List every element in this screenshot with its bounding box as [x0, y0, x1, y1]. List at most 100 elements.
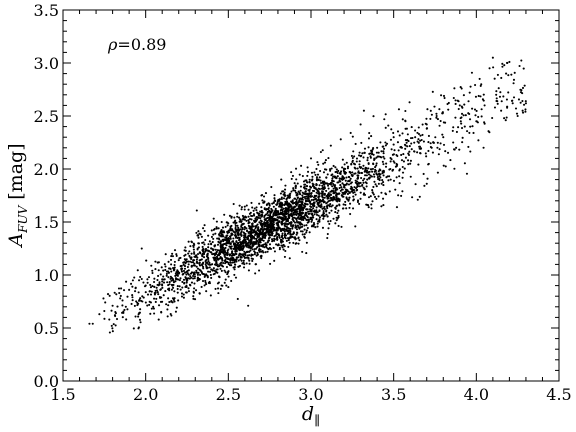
- data-point: [398, 134, 401, 137]
- data-point: [358, 202, 361, 205]
- data-point: [220, 220, 223, 224]
- data-point: [382, 184, 385, 187]
- data-point: [501, 65, 504, 68]
- data-point: [260, 220, 263, 223]
- data-point: [212, 256, 215, 259]
- data-point: [303, 224, 306, 227]
- data-point: [329, 144, 332, 147]
- data-point: [315, 194, 318, 197]
- data-point: [187, 263, 190, 266]
- data-point: [309, 194, 312, 198]
- data-point: [289, 208, 292, 211]
- data-point: [196, 248, 199, 251]
- data-point: [119, 297, 122, 300]
- data-point: [149, 293, 153, 296]
- y-tick-label: 3.0: [34, 54, 59, 73]
- data-point: [154, 268, 157, 271]
- data-point: [270, 222, 273, 225]
- data-point: [283, 191, 286, 194]
- data-point: [292, 206, 295, 209]
- data-point: [295, 213, 298, 217]
- data-point: [298, 210, 301, 213]
- data-point: [175, 274, 178, 277]
- data-point: [193, 273, 196, 276]
- data-point: [301, 225, 304, 228]
- data-point: [351, 135, 354, 138]
- data-point: [226, 241, 229, 244]
- data-point: [404, 120, 407, 123]
- data-point: [247, 231, 250, 234]
- data-point: [210, 229, 213, 232]
- data-point: [277, 211, 280, 214]
- data-point: [417, 138, 420, 141]
- data-point: [235, 250, 238, 253]
- data-point: [242, 222, 245, 225]
- data-point: [197, 236, 200, 239]
- data-point: [306, 199, 309, 203]
- data-point: [475, 109, 478, 112]
- data-point: [301, 200, 304, 204]
- data-point: [240, 225, 243, 228]
- data-point: [316, 222, 319, 225]
- data-point: [236, 242, 239, 245]
- data-point: [272, 201, 275, 204]
- data-point: [454, 116, 457, 119]
- data-point: [262, 239, 265, 242]
- data-point: [264, 236, 267, 240]
- data-point: [153, 285, 156, 288]
- data-point: [330, 209, 333, 212]
- data-point: [190, 261, 193, 264]
- data-point: [313, 171, 316, 174]
- data-point: [335, 219, 338, 222]
- data-point: [299, 209, 303, 212]
- data-point: [288, 221, 291, 225]
- y-tick-label: 3.5: [34, 1, 59, 20]
- data-point: [499, 91, 502, 94]
- data-point: [235, 221, 238, 224]
- data-point: [131, 279, 134, 282]
- data-point: [305, 229, 308, 232]
- data-point: [301, 194, 304, 197]
- data-point: [300, 164, 303, 167]
- data-point: [286, 194, 289, 197]
- data-point: [148, 300, 151, 303]
- data-point: [235, 256, 238, 259]
- data-point: [218, 275, 221, 278]
- data-point: [482, 99, 485, 102]
- data-point: [237, 256, 240, 259]
- data-point: [297, 242, 300, 245]
- data-point: [91, 322, 94, 325]
- data-point: [172, 279, 175, 282]
- data-point: [352, 207, 355, 210]
- data-point: [298, 173, 301, 176]
- data-point: [396, 141, 400, 144]
- data-point: [255, 237, 258, 240]
- data-point: [344, 167, 347, 170]
- data-point: [171, 301, 174, 304]
- data-point: [323, 200, 326, 203]
- data-point: [382, 174, 385, 177]
- data-point: [196, 267, 200, 270]
- data-point: [377, 195, 380, 198]
- data-point: [342, 203, 345, 206]
- data-point: [276, 238, 279, 241]
- data-point: [334, 191, 337, 194]
- data-point: [317, 163, 320, 166]
- data-point: [212, 248, 215, 251]
- data-point: [126, 308, 129, 311]
- data-point: [296, 193, 299, 196]
- data-point: [322, 162, 325, 165]
- data-point: [137, 291, 140, 294]
- x-axis-label: d∥: [302, 403, 320, 429]
- data-point: [417, 163, 420, 166]
- data-point: [277, 233, 280, 236]
- data-point: [210, 243, 213, 246]
- data-point: [234, 224, 237, 227]
- data-point: [246, 242, 249, 245]
- data-point: [266, 221, 270, 224]
- data-point: [426, 177, 429, 180]
- data-point: [353, 191, 356, 194]
- data-point: [211, 269, 214, 272]
- data-point: [348, 196, 351, 199]
- data-point: [183, 281, 186, 284]
